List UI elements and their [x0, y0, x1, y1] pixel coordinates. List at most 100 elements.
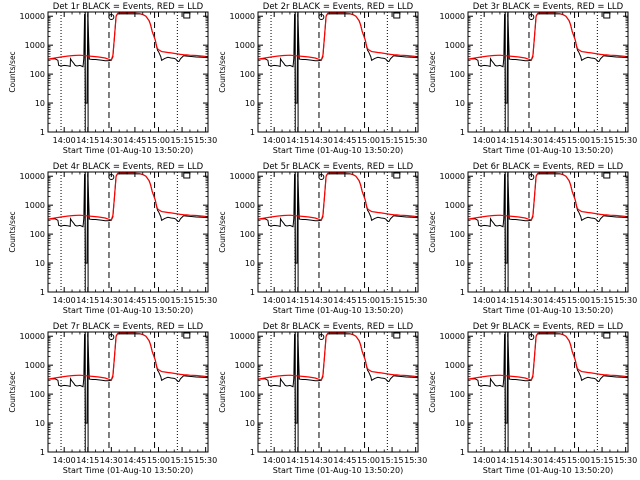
chart-panel-5: 1 10 100 1000 10000 14:00 14:15 14:30 14:45 15:00… [218, 162, 427, 315]
y-tick-label: 100 [30, 70, 45, 79]
x-tick-label: 15:15 [171, 296, 194, 305]
x-tick-label: 14:00 [263, 296, 286, 305]
plot-frame [467, 331, 629, 453]
top-square-marker [393, 12, 401, 19]
y-tick-label: 1000 [25, 41, 45, 50]
x-tick-label: 15:30 [614, 136, 637, 145]
x-tick-label: 14:15 [286, 296, 309, 305]
x-tick-label: 15:15 [171, 456, 194, 465]
x-axis-label: Start Time (01-Aug-10 13:50:20) [273, 306, 404, 315]
x-tick-label: 14:00 [473, 296, 496, 305]
x-tick-label: 14:30 [520, 136, 543, 145]
x-tick-label: 14:15 [76, 296, 99, 305]
y-tick-label: 1 [460, 288, 465, 297]
y-tick-label: 1000 [445, 201, 465, 210]
y-tick-label: 100 [30, 230, 45, 239]
x-tick-label: 14:00 [53, 456, 76, 465]
chart-panel-7: 1 10 100 1000 10000 14:00 14:15 14:30 14:45 15:00… [8, 322, 217, 475]
x-tick-label: 15:00 [567, 456, 590, 465]
chart-panel-3: 1 10 100 1000 10000 14:00 14:15 14:30 14:45 15:00… [428, 2, 637, 155]
panel-title: Det 1r BLACK = Events, RED = LLD [53, 2, 204, 12]
y-tick-label: 10 [455, 259, 465, 268]
x-tick-label: 14:45 [123, 136, 146, 145]
x-tick-label: 15:00 [357, 136, 380, 145]
x-tick-label: 15:15 [381, 296, 404, 305]
top-square-marker [603, 332, 611, 339]
x-tick-label: 15:30 [404, 296, 427, 305]
x-tick-label: 15:30 [614, 456, 637, 465]
plot-frame [47, 11, 209, 133]
x-tick-label: 15:15 [591, 456, 614, 465]
y-tick-label: 1 [250, 448, 255, 457]
x-tick-label: 15:15 [381, 456, 404, 465]
y-tick-label: 10 [455, 99, 465, 108]
y-tick-label: 10000 [440, 332, 465, 341]
y-tick-label: 100 [450, 230, 465, 239]
chart-panel-1: 1 10 100 1000 10000 14:00 14:15 14:30 14:45 15:00… [8, 2, 217, 155]
y-tick-label: 10000 [230, 12, 255, 21]
y-tick-label: 10000 [230, 332, 255, 341]
x-tick-label: 15:00 [567, 136, 590, 145]
top-square-marker [183, 332, 191, 339]
x-tick-label: 15:00 [567, 296, 590, 305]
x-tick-label: 14:15 [286, 456, 309, 465]
x-tick-label: 14:30 [310, 136, 333, 145]
y-tick-label: 10000 [440, 172, 465, 181]
y-axis-label: Counts/sec [428, 51, 437, 92]
y-tick-label: 1 [460, 448, 465, 457]
y-tick-label: 10000 [20, 172, 45, 181]
y-tick-label: 1000 [25, 201, 45, 210]
x-tick-label: 14:45 [543, 456, 566, 465]
x-tick-label: 15:15 [591, 296, 614, 305]
y-axis-label: Counts/sec [218, 211, 227, 252]
top-square-marker [603, 172, 611, 179]
panel-title: Det 9r BLACK = Events, RED = LLD [473, 322, 624, 332]
x-tick-label: 14:15 [286, 136, 309, 145]
y-tick-label: 10000 [20, 332, 45, 341]
x-tick-label: 14:15 [496, 296, 519, 305]
x-tick-label: 14:30 [100, 296, 123, 305]
panel-title: Det 3r BLACK = Events, RED = LLD [473, 2, 624, 12]
top-square-marker [183, 172, 191, 179]
y-tick-label: 1000 [445, 41, 465, 50]
y-tick-label: 10 [245, 419, 255, 428]
x-tick-label: 15:30 [404, 456, 427, 465]
plot-frame [47, 171, 209, 293]
y-axis-label: Counts/sec [8, 371, 17, 412]
y-tick-label: 100 [240, 70, 255, 79]
x-tick-label: 14:15 [76, 456, 99, 465]
x-axis-label: Start Time (01-Aug-10 13:50:20) [483, 146, 614, 155]
y-tick-label: 10 [455, 419, 465, 428]
x-tick-label: 15:30 [194, 456, 217, 465]
x-tick-label: 14:30 [310, 296, 333, 305]
x-tick-label: 14:45 [333, 136, 356, 145]
top-square-marker [393, 332, 401, 339]
y-tick-label: 1 [460, 128, 465, 137]
panel-title: Det 7r BLACK = Events, RED = LLD [53, 322, 204, 332]
x-axis-label: Start Time (01-Aug-10 13:50:20) [63, 466, 194, 475]
y-tick-label: 1 [250, 288, 255, 297]
x-tick-label: 14:45 [333, 456, 356, 465]
y-tick-label: 100 [450, 390, 465, 399]
y-tick-label: 100 [30, 390, 45, 399]
y-tick-label: 1000 [235, 361, 255, 370]
x-tick-label: 15:15 [171, 136, 194, 145]
y-tick-label: 1000 [25, 361, 45, 370]
plot-frame [47, 331, 209, 453]
y-tick-label: 10000 [440, 12, 465, 21]
y-tick-label: 1000 [235, 201, 255, 210]
plot-frame [257, 331, 419, 453]
y-tick-label: 1000 [445, 361, 465, 370]
y-tick-label: 1 [40, 128, 45, 137]
chart-panel-9: 1 10 100 1000 10000 14:00 14:15 14:30 14:45 15:00… [428, 322, 637, 475]
x-tick-label: 14:45 [123, 296, 146, 305]
x-tick-label: 15:15 [381, 136, 404, 145]
x-axis-label: Start Time (01-Aug-10 13:50:20) [483, 466, 614, 475]
x-tick-label: 14:00 [53, 136, 76, 145]
top-square-marker [603, 12, 611, 19]
x-tick-label: 14:00 [263, 136, 286, 145]
x-tick-label: 14:45 [123, 456, 146, 465]
chart-panel-6: 1 10 100 1000 10000 14:00 14:15 14:30 14:45 15:00… [428, 162, 637, 315]
y-tick-label: 10 [245, 259, 255, 268]
